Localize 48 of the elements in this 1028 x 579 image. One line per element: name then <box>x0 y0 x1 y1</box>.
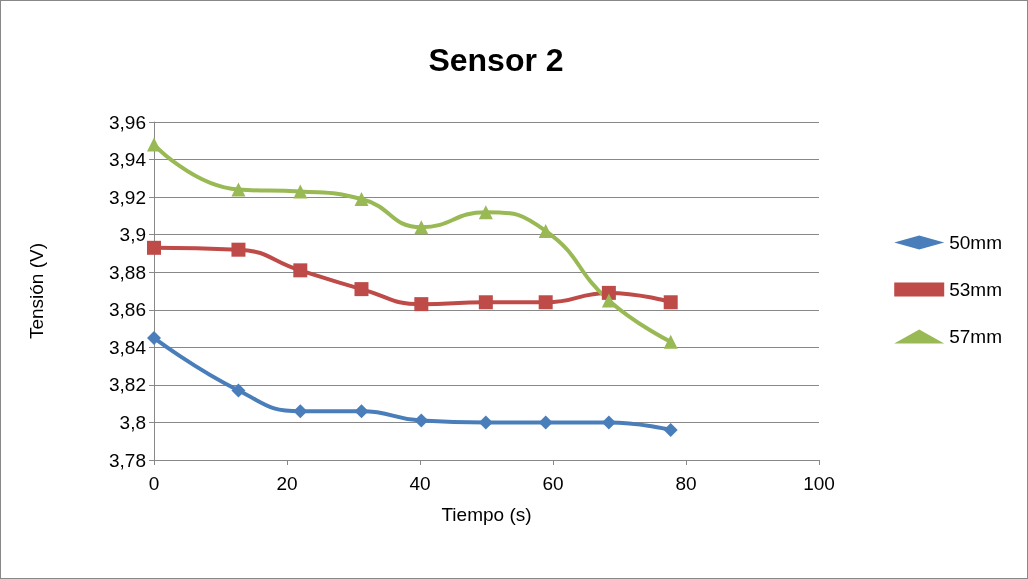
point <box>538 415 553 430</box>
point <box>354 191 369 206</box>
y-axis-title: Tensión (V) <box>26 242 47 340</box>
point <box>231 182 246 197</box>
point <box>478 295 493 310</box>
y-tick-label: 3,78 <box>109 449 146 471</box>
point <box>354 282 369 297</box>
x-tick-label: 100 <box>803 473 835 494</box>
y-tick-label: 3,96 <box>109 111 146 133</box>
point <box>293 263 308 278</box>
x-tick-label: 40 <box>409 473 431 494</box>
point <box>147 137 161 152</box>
point <box>414 413 429 428</box>
legend-label: 53mm <box>949 279 1003 300</box>
y-tick-label: 3,84 <box>109 336 147 358</box>
y-tick-label: 3,92 <box>109 186 146 208</box>
y-tick-label: 3,9 <box>119 224 146 246</box>
point <box>147 330 161 345</box>
legend-label: 50mm <box>949 232 1003 253</box>
x-tick-label: 80 <box>675 473 697 494</box>
point <box>663 295 678 310</box>
x-tick-label: 60 <box>542 473 564 494</box>
point <box>478 415 493 430</box>
point <box>231 242 246 257</box>
y-tick-label: 3,88 <box>109 261 146 283</box>
point <box>478 205 493 220</box>
point <box>231 383 246 398</box>
point <box>354 404 369 419</box>
point <box>414 220 429 235</box>
point <box>538 295 553 310</box>
x-axis-title: Tiempo (s) <box>441 504 532 525</box>
x-tick-label: 20 <box>276 473 298 494</box>
point <box>293 404 308 419</box>
y-tick-label: 3,86 <box>109 299 146 321</box>
legend-label: 57mm <box>949 326 1003 347</box>
chart-title: Sensor 2 <box>428 42 564 78</box>
point <box>293 184 308 199</box>
point <box>601 293 616 308</box>
point <box>538 223 553 238</box>
y-tick-label: 3,82 <box>109 374 146 396</box>
point <box>147 240 161 255</box>
point <box>663 334 678 349</box>
point <box>601 415 616 430</box>
point <box>663 422 678 437</box>
y-tick-label: 3,94 <box>109 149 147 171</box>
x-tick-label: 0 <box>148 473 160 494</box>
y-tick-label: 3,8 <box>119 411 146 433</box>
point <box>414 297 429 312</box>
